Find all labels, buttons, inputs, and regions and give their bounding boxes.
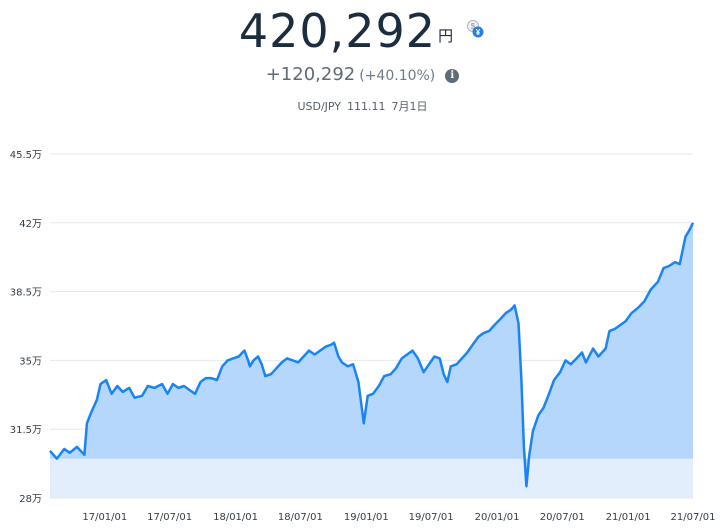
y-tick-label: 28万 bbox=[19, 494, 42, 505]
total-valuation: 420,292 bbox=[238, 4, 437, 58]
x-tick-label: 21/07/01 bbox=[671, 512, 716, 523]
exchange-rate-row: USD/JPY 111.11 7月1日 bbox=[0, 98, 725, 114]
x-tick-label: 18/07/01 bbox=[278, 512, 323, 523]
y-tick-label: 35万 bbox=[19, 356, 42, 367]
exchange-rate: 111.11 bbox=[347, 100, 386, 113]
x-tick-label: 19/01/01 bbox=[344, 512, 389, 523]
svg-text:$: $ bbox=[471, 22, 476, 31]
y-tick-label: 38.5万 bbox=[10, 288, 42, 299]
x-tick-label: 17/07/01 bbox=[147, 512, 192, 523]
x-tick-label: 20/01/01 bbox=[475, 512, 520, 523]
x-tick-label: 20/07/01 bbox=[540, 512, 585, 523]
info-icon[interactable]: i bbox=[445, 69, 460, 83]
valuation-area bbox=[50, 222, 693, 487]
gain-row: +120,292 (+40.10%) i bbox=[0, 64, 725, 85]
x-tick-label: 17/01/01 bbox=[82, 512, 127, 523]
rate-date: 7月1日 bbox=[391, 100, 428, 113]
currency-pair: USD/JPY bbox=[297, 100, 342, 113]
y-tick-label: 31.5万 bbox=[10, 425, 42, 436]
x-tick-label: 18/01/01 bbox=[213, 512, 258, 523]
x-tick-label: 21/01/01 bbox=[606, 512, 651, 523]
valuation-chart: 28万 31.5万 35万 38.5万 42万 45.5万 17/01/01 17/07/01… bbox=[10, 150, 716, 523]
currency-exchange-icon[interactable]: $ ¥ bbox=[466, 18, 486, 40]
currency-unit: 円 bbox=[438, 26, 454, 45]
y-tick-label: 45.5万 bbox=[10, 150, 42, 161]
valuation-row: 420,292 円 $ ¥ bbox=[0, 4, 725, 66]
valuation-line bbox=[49, 222, 695, 488]
gain-percent: (+40.10%) bbox=[359, 68, 436, 84]
principal-band bbox=[50, 458, 693, 498]
x-tick-label: 19/07/01 bbox=[409, 512, 454, 523]
y-tick-label: 42万 bbox=[19, 219, 42, 230]
portfolio-summary: 420,292 円 $ ¥ +120,292 (+40.10%) i USD/JPY 1… bbox=[0, 0, 725, 130]
svg-text:¥: ¥ bbox=[476, 28, 481, 37]
gain-amount: +120,292 bbox=[265, 64, 356, 85]
